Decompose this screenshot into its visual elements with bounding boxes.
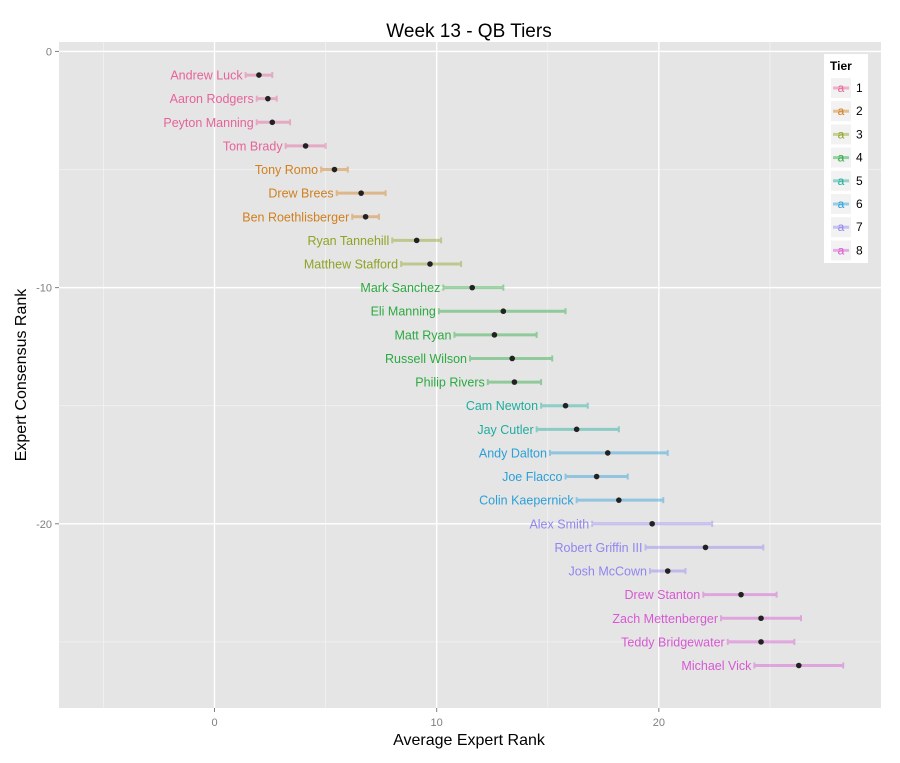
point-label: Alex Smith — [529, 517, 589, 531]
x-tick-label: 20 — [653, 717, 665, 729]
y-axis-title: Expert Consensus Rank — [13, 288, 30, 462]
point-label: Robert Griffin III — [555, 541, 643, 555]
x-axis-title: Average Expert Rank — [393, 732, 546, 749]
data-point — [616, 497, 622, 503]
legend-label: 7 — [856, 220, 863, 234]
point-label: Peyton Manning — [163, 116, 253, 130]
data-point — [511, 379, 518, 385]
x-tick-label: 10 — [431, 717, 443, 729]
data-point — [500, 308, 507, 315]
point-label: Josh McCown — [568, 565, 647, 579]
legend-key-glyph: a — [838, 197, 845, 211]
point-label: Tony Romo — [255, 163, 318, 177]
data-point — [738, 591, 744, 598]
point-label: Matt Ryan — [394, 328, 451, 342]
point-label: Aaron Rodgers — [170, 92, 254, 106]
point-label: Jay Cutler — [477, 423, 533, 437]
point-label: Teddy Bridgewater — [621, 635, 725, 649]
legend-title: Tier — [830, 59, 852, 73]
x-tick-label: 0 — [211, 717, 217, 729]
legend-key — [831, 240, 851, 261]
data-point — [302, 143, 309, 149]
legend-key-glyph: a — [838, 220, 845, 234]
point-label: Drew Stanton — [625, 588, 701, 602]
data-point — [413, 237, 420, 244]
data-point — [604, 450, 611, 456]
point-label: Drew Brees — [268, 187, 333, 201]
legend-key — [831, 194, 851, 214]
legend-label: 4 — [856, 151, 863, 165]
data-point — [758, 615, 764, 622]
legend-items: a 1a 2a 3a 4a 5a 6a 7a 8 — [831, 78, 863, 261]
legend-key — [831, 124, 851, 145]
legend-key-glyph: a — [838, 81, 845, 95]
data-point — [509, 355, 516, 362]
data-point — [269, 119, 276, 126]
legend-key-glyph: a — [838, 104, 845, 118]
chart-title: Week 13 - QB Tiers — [386, 21, 551, 42]
y-tick-label: 0 — [46, 46, 52, 58]
point-label: Eli Manning — [371, 305, 436, 319]
data-point — [573, 426, 580, 433]
data-point — [331, 166, 338, 173]
data-point — [649, 520, 655, 527]
data-point — [758, 639, 764, 645]
legend-key — [831, 78, 851, 98]
point-label: Andrew Luck — [170, 69, 243, 83]
y-tick-label: -20 — [36, 519, 52, 531]
data-point — [702, 544, 709, 551]
legend-key — [831, 217, 851, 238]
y-axis-ticks: 0 -10 -20 — [36, 46, 59, 531]
point-label: Russell Wilson — [385, 352, 467, 366]
legend-label: 2 — [856, 104, 863, 118]
point-label: Colin Kaepernick — [479, 494, 574, 508]
point-label: Zach Mettenberger — [612, 612, 718, 626]
point-label: Matthew Stafford — [304, 258, 398, 272]
point-label: Tom Brady — [223, 139, 283, 153]
legend-key-glyph: a — [838, 127, 845, 141]
legend-label: 6 — [856, 197, 863, 211]
legend-label: 8 — [856, 243, 863, 257]
data-point — [256, 72, 262, 78]
data-point — [593, 473, 600, 480]
legend-key-glyph: a — [838, 243, 845, 257]
data-point — [491, 332, 498, 338]
point-label: Ryan Tannehill — [307, 234, 389, 248]
data-points — [256, 72, 802, 669]
point-label: Mark Sanchez — [360, 281, 440, 295]
x-axis-ticks: 0 10 20 — [211, 708, 665, 729]
data-point — [358, 190, 364, 196]
legend-key-glyph: a — [838, 151, 845, 165]
legend: Tier a 1a 2a 3a 4a 5a 6a 7a 8 — [824, 54, 868, 263]
legend-label: 3 — [856, 127, 863, 141]
point-label: Philip Rivers — [415, 376, 484, 390]
data-point — [796, 662, 802, 669]
point-label: Ben Roethlisberger — [242, 210, 349, 224]
data-point — [562, 402, 569, 409]
data-point — [427, 261, 433, 267]
point-label: Michael Vick — [681, 659, 752, 673]
data-point — [469, 284, 476, 291]
legend-label: 5 — [856, 174, 863, 188]
point-label: Andy Dalton — [479, 446, 547, 460]
data-point — [664, 568, 671, 574]
legend-label: 1 — [856, 81, 863, 95]
data-point — [362, 213, 369, 220]
legend-key-glyph: a — [838, 174, 845, 188]
point-label: Joe Flacco — [502, 470, 562, 484]
minor-gridlines — [59, 42, 881, 708]
plot-panel — [59, 42, 881, 708]
data-point — [265, 95, 271, 102]
y-tick-label: -10 — [36, 283, 52, 295]
legend-key — [831, 101, 851, 122]
point-labels: Andrew Luck Aaron Rodgers Peyton Manning To… — [163, 69, 752, 673]
point-label: Cam Newton — [466, 399, 538, 413]
legend-key — [831, 147, 851, 168]
legend-key — [831, 170, 851, 191]
